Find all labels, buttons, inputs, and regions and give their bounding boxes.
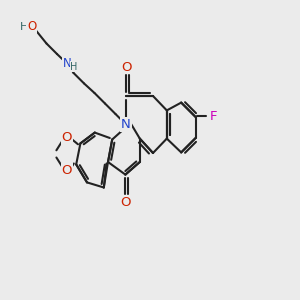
Text: O: O — [120, 196, 130, 209]
Text: F: F — [210, 110, 217, 123]
Text: H: H — [20, 22, 28, 32]
Text: O: O — [61, 131, 72, 144]
Text: N: N — [121, 118, 131, 131]
Text: N: N — [63, 57, 72, 70]
Text: O: O — [121, 61, 131, 74]
Text: O: O — [61, 164, 72, 177]
Text: H: H — [70, 61, 78, 72]
Text: O: O — [27, 20, 36, 34]
